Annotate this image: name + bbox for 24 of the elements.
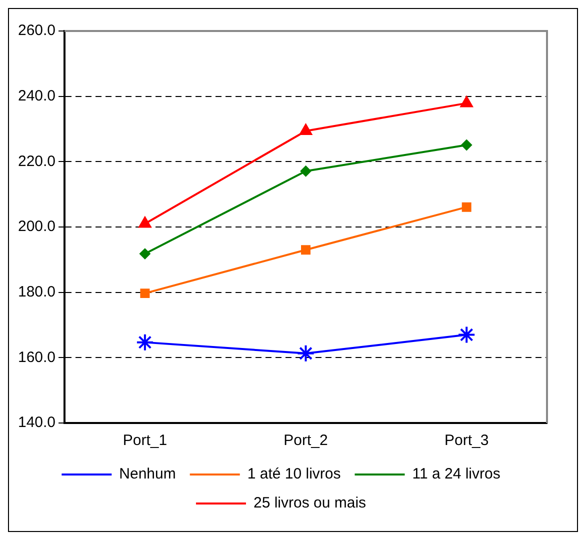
y-tick-label: 180.0 xyxy=(18,283,56,300)
point xyxy=(458,326,476,344)
point xyxy=(296,344,315,362)
point xyxy=(462,202,472,212)
point xyxy=(140,288,150,298)
x-tick-label: Port_1 xyxy=(122,432,168,450)
y-tick-label: 240.0 xyxy=(18,87,56,104)
point xyxy=(460,96,474,108)
point xyxy=(139,248,150,260)
x-tick-label: Port_3 xyxy=(444,432,489,450)
point xyxy=(301,245,311,255)
y-tick-label: 140.0 xyxy=(18,414,56,432)
y-tick-label: 200.0 xyxy=(18,218,56,236)
legend-label: 25 livros ou mais xyxy=(253,494,366,512)
y-tick-label: 260.0 xyxy=(18,22,56,40)
y-tick-label: 160.0 xyxy=(18,348,56,366)
y-tick-label: 220.0 xyxy=(18,152,56,170)
legend-label: Nenhum xyxy=(119,466,176,483)
point xyxy=(461,140,472,151)
x-tick-label: Port_2 xyxy=(284,432,328,450)
legend-label: 11 a 24 livros xyxy=(412,466,500,483)
legend-label: 1 até 10 livros xyxy=(247,466,341,483)
point xyxy=(136,333,154,352)
point xyxy=(300,166,312,177)
